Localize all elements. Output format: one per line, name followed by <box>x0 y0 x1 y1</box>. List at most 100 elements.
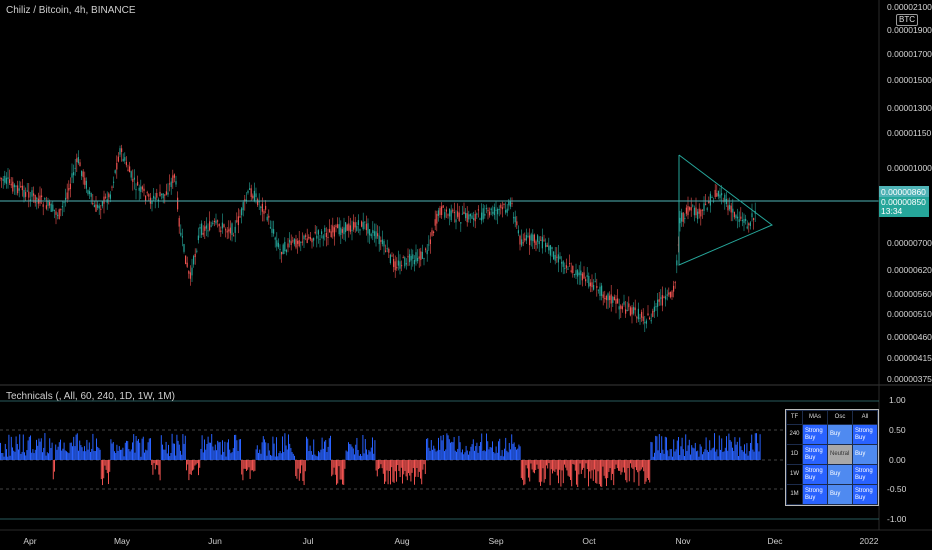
histogram-bar <box>72 446 73 460</box>
candle-body <box>463 211 465 215</box>
histogram-bar <box>735 444 737 460</box>
histogram-bar <box>37 445 39 460</box>
histogram-bar <box>439 449 441 460</box>
histogram-bar <box>480 442 481 460</box>
histogram-bar <box>614 460 616 470</box>
candle-body <box>458 212 460 221</box>
histogram-bar <box>354 454 355 460</box>
histogram-bar <box>302 460 304 481</box>
histogram-bar <box>165 441 167 460</box>
histogram-bar <box>240 439 241 460</box>
candle-body <box>509 201 511 207</box>
histogram-bar <box>582 460 583 470</box>
table-row: 240 Strong Buy Buy Strong Buy <box>786 424 878 445</box>
candle-body <box>596 285 598 288</box>
candle-body <box>599 286 601 296</box>
candle-body <box>553 251 555 260</box>
candle-body <box>613 296 615 301</box>
histogram-bar <box>183 443 185 460</box>
histogram-bar <box>196 460 198 464</box>
currency-badge[interactable]: BTC <box>896 14 918 26</box>
histogram-bar <box>366 449 367 460</box>
candle-body <box>389 254 391 264</box>
row-osc: Buy <box>827 464 853 485</box>
histogram-bar <box>534 460 535 474</box>
histogram-bar <box>759 434 761 460</box>
candle-body <box>202 232 204 235</box>
histogram-bar <box>633 460 635 483</box>
candle-body <box>516 221 518 226</box>
histogram-bar <box>474 450 475 460</box>
candle-body <box>319 238 321 240</box>
histogram-bar <box>590 460 592 479</box>
histogram-bar <box>360 453 361 460</box>
candle-body <box>295 239 297 248</box>
histogram-bar <box>501 450 503 460</box>
candle-body <box>417 258 419 262</box>
histogram-bar <box>687 445 689 460</box>
candle-body <box>666 294 668 296</box>
candle-body <box>346 224 348 231</box>
candle-body <box>743 219 745 223</box>
histogram-bar <box>747 455 749 460</box>
candle-body <box>226 230 228 233</box>
candle-body <box>12 181 14 192</box>
histogram-bar <box>481 433 483 460</box>
histogram-bar <box>430 440 432 460</box>
indicator-axis-label: -1.00 <box>887 514 907 524</box>
candle-body <box>81 170 83 177</box>
candle-body <box>234 226 236 233</box>
candle-body <box>329 229 331 233</box>
candle-body <box>364 221 366 223</box>
symbol-title[interactable]: Chiliz / Bitcoin, 4h, BINANCE <box>6 5 136 16</box>
histogram-bar <box>390 460 391 485</box>
price-label: 0.00000700 <box>887 238 932 248</box>
histogram-bar <box>226 442 228 460</box>
histogram-bar <box>690 454 691 460</box>
histogram-bar <box>330 435 331 460</box>
price-label: 0.00000375 <box>887 374 932 384</box>
histogram-bar <box>190 460 192 475</box>
price-candles <box>0 144 756 332</box>
histogram-bar <box>182 434 184 460</box>
candle-body <box>633 306 635 314</box>
histogram-bar <box>740 446 742 460</box>
candle-body <box>565 265 567 268</box>
histogram-bar <box>650 441 652 460</box>
candle-body <box>2 178 4 181</box>
histogram-bar <box>672 456 673 460</box>
histogram-bar <box>607 460 609 479</box>
histogram-bar <box>681 437 683 460</box>
histogram-bar <box>739 437 741 460</box>
candle-body <box>173 174 175 178</box>
candle-body <box>437 210 439 216</box>
candle-body <box>47 200 49 206</box>
candle-body <box>594 281 596 283</box>
histogram-bar <box>680 446 682 460</box>
histogram-bar <box>356 437 358 460</box>
candle-body <box>692 205 694 207</box>
candle-body <box>436 213 438 224</box>
histogram-bar <box>15 436 17 460</box>
indicator-title[interactable]: Technicals (, All, 60, 240, 1D, 1W, 1M) <box>6 391 175 402</box>
histogram-bar <box>70 442 72 460</box>
candle-body <box>265 205 267 210</box>
histogram-bar <box>469 451 471 460</box>
histogram-bar <box>373 453 375 460</box>
candle-body <box>543 239 545 241</box>
candle-body <box>653 306 655 312</box>
candle-body <box>58 209 60 219</box>
candle-body <box>698 208 700 214</box>
candle-body <box>26 190 28 192</box>
histogram-bar <box>441 440 443 460</box>
histogram-bar <box>219 441 221 460</box>
histogram-bar <box>703 451 705 460</box>
price-label: 0.00001700 <box>887 49 932 59</box>
histogram-bar <box>367 454 369 460</box>
histogram-bar <box>597 460 599 472</box>
candle-body <box>69 183 71 190</box>
candle-body <box>466 213 468 223</box>
histogram-bar <box>728 433 730 460</box>
candle-body <box>538 241 540 245</box>
